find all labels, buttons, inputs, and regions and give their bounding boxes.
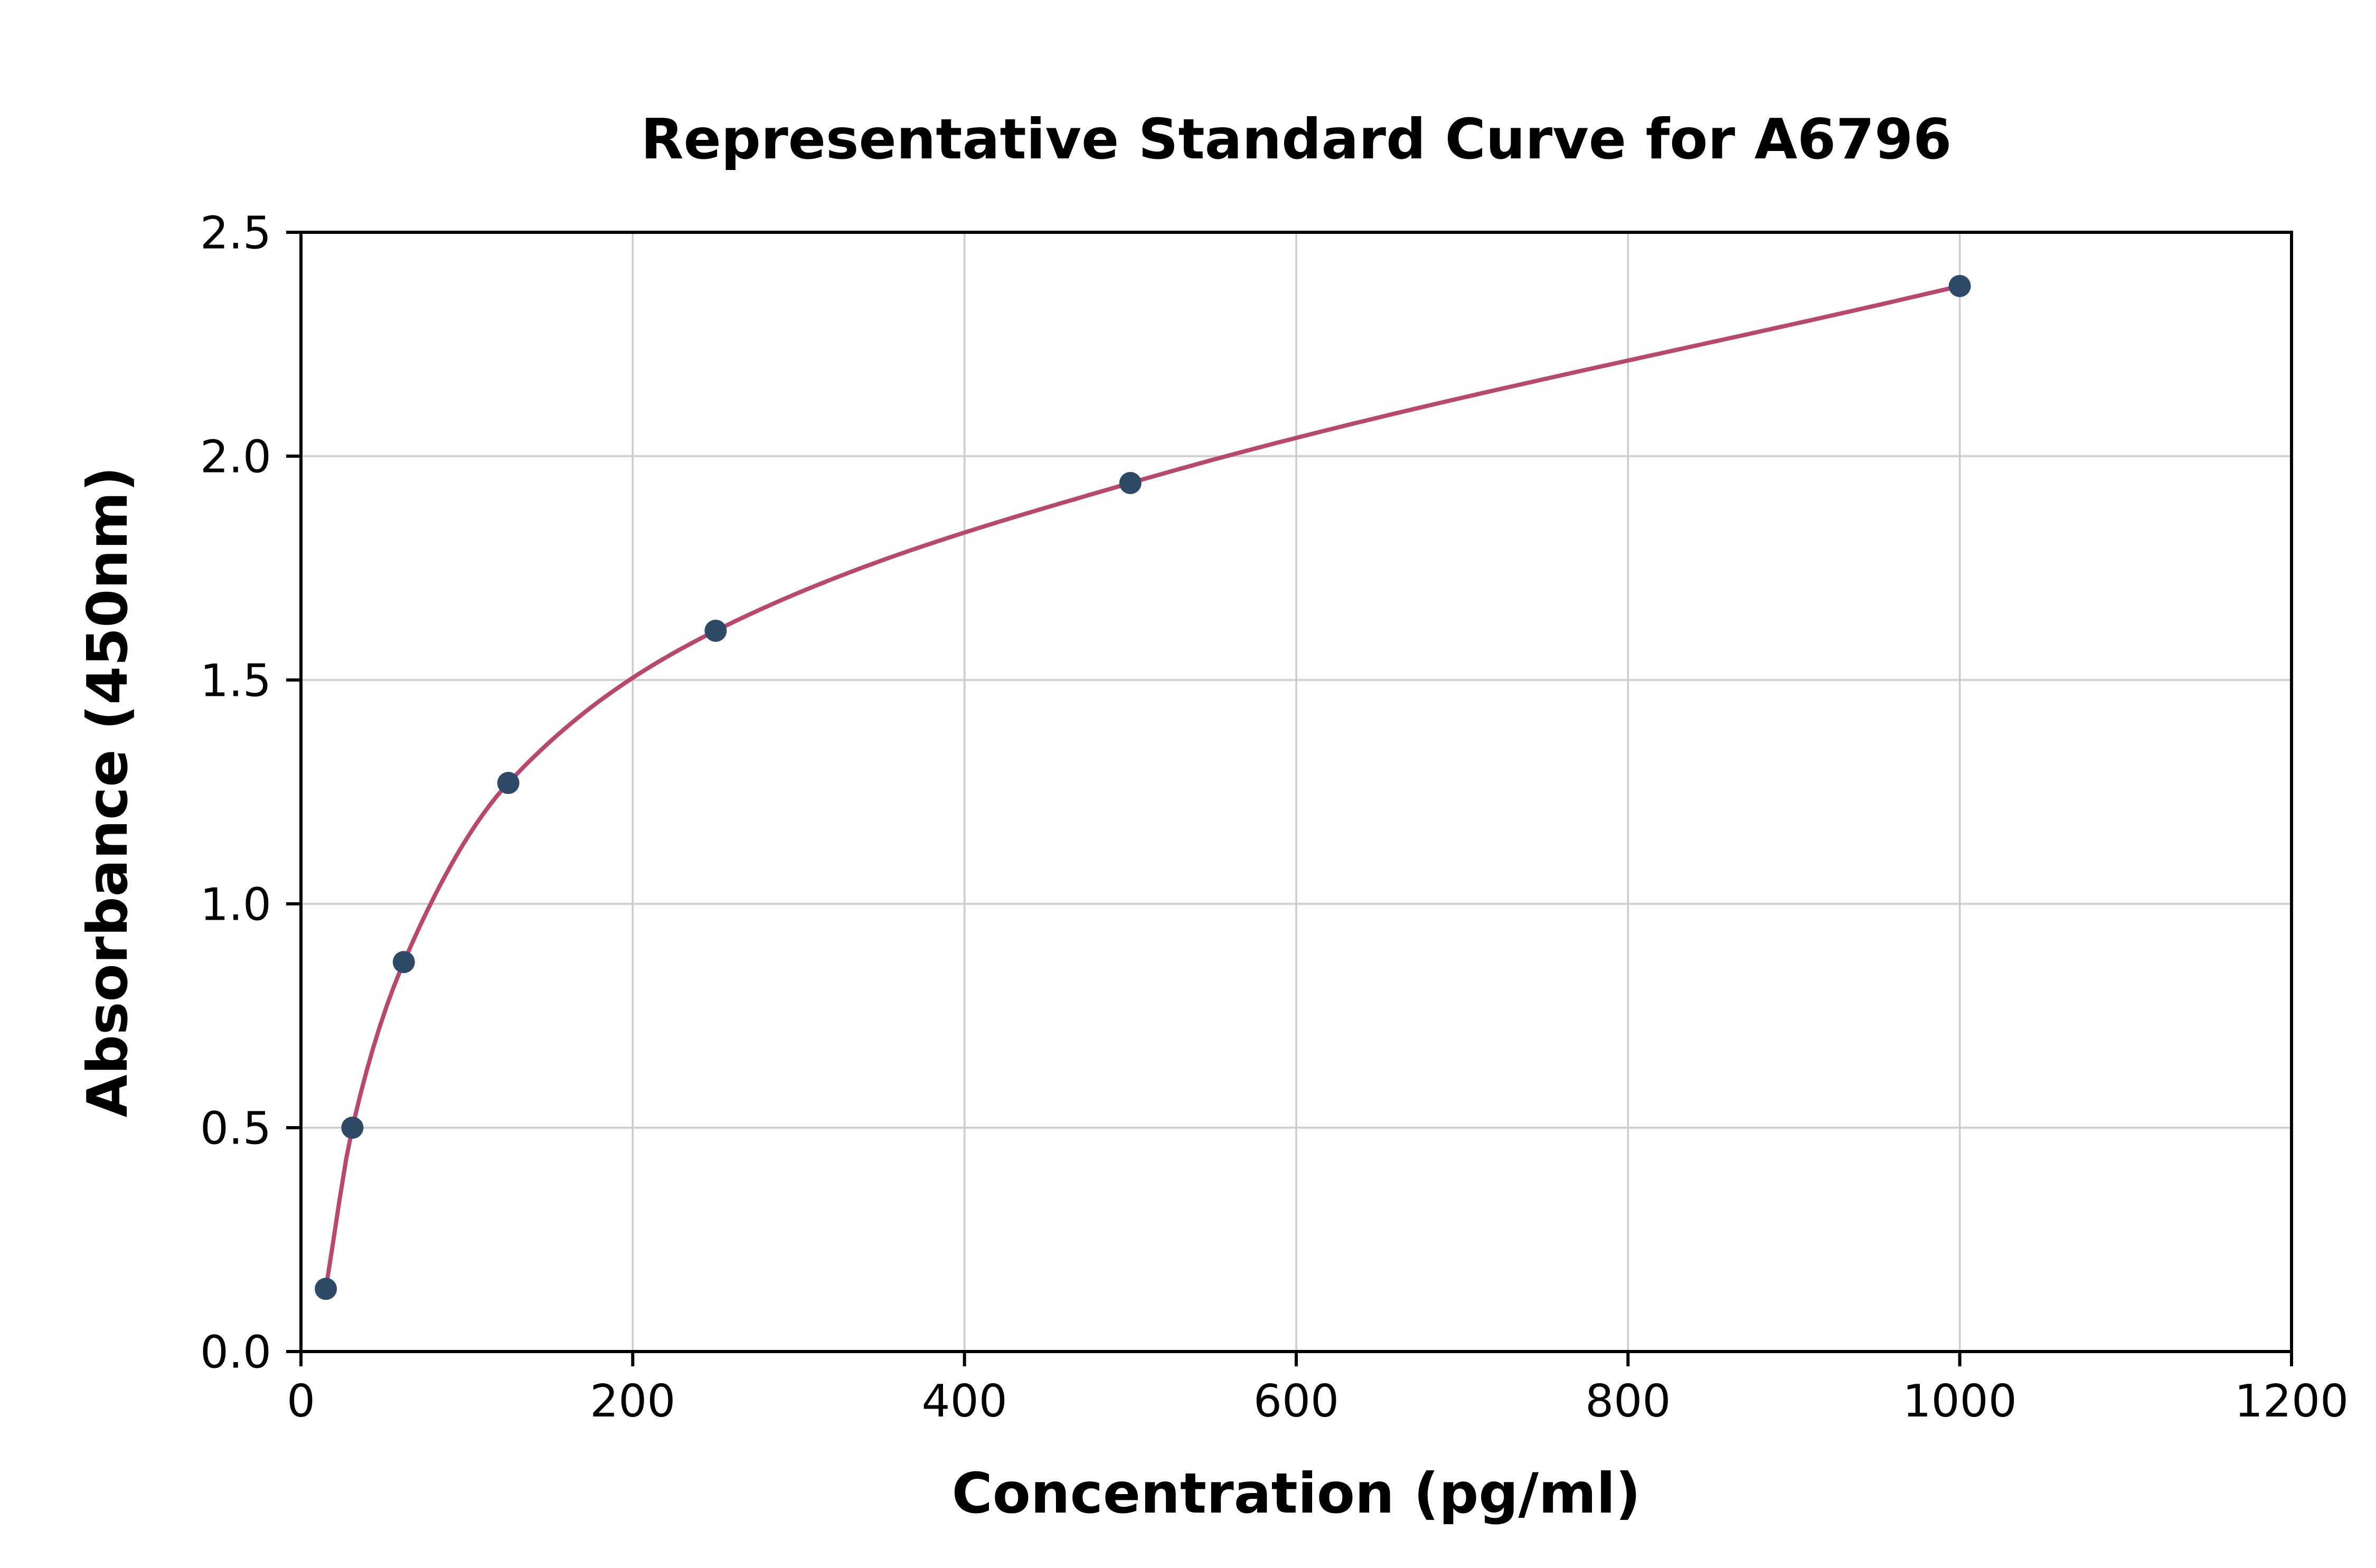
tick-layer — [286, 231, 2293, 1366]
data-point — [392, 951, 415, 974]
x-tick-label: 1200 — [2234, 1375, 2349, 1428]
y-axis-label: Absorbance (450nm) — [76, 467, 140, 1118]
plot-border — [299, 231, 2293, 1353]
y-tick-label: 0.5 — [200, 1103, 271, 1155]
data-point — [1119, 471, 1142, 494]
y-tick-label: 2.0 — [200, 431, 271, 484]
y-tick-label: 2.5 — [200, 207, 271, 260]
data-points-layer — [315, 275, 1971, 1300]
chart-title: Representative Standard Curve for A6796 — [641, 107, 1952, 172]
y-tick-label: 1.0 — [200, 879, 271, 931]
tick-label-layer: 0 200 400 600 800 1000 1200 0.0 0.5 1.0 1.5 2.0 2.5 — [200, 207, 2349, 1428]
data-point — [704, 619, 727, 642]
fit-curve — [324, 284, 1962, 1291]
x-tick-label: 0 — [287, 1375, 315, 1428]
x-axis-label: Concentration (pg/ml) — [952, 1461, 1641, 1526]
x-tick-label: 600 — [1253, 1375, 1339, 1428]
x-tick-label: 800 — [1585, 1375, 1671, 1428]
data-point — [497, 772, 520, 795]
data-point — [1948, 275, 1971, 297]
data-point — [315, 1278, 337, 1300]
y-tick-label: 0.0 — [200, 1327, 271, 1379]
grid-layer — [300, 231, 2293, 1353]
x-tick-label: 400 — [922, 1375, 1007, 1428]
data-point — [341, 1117, 364, 1139]
x-tick-label: 1000 — [1903, 1375, 2017, 1428]
y-tick-label: 1.5 — [200, 655, 271, 707]
x-tick-label: 200 — [590, 1375, 675, 1428]
